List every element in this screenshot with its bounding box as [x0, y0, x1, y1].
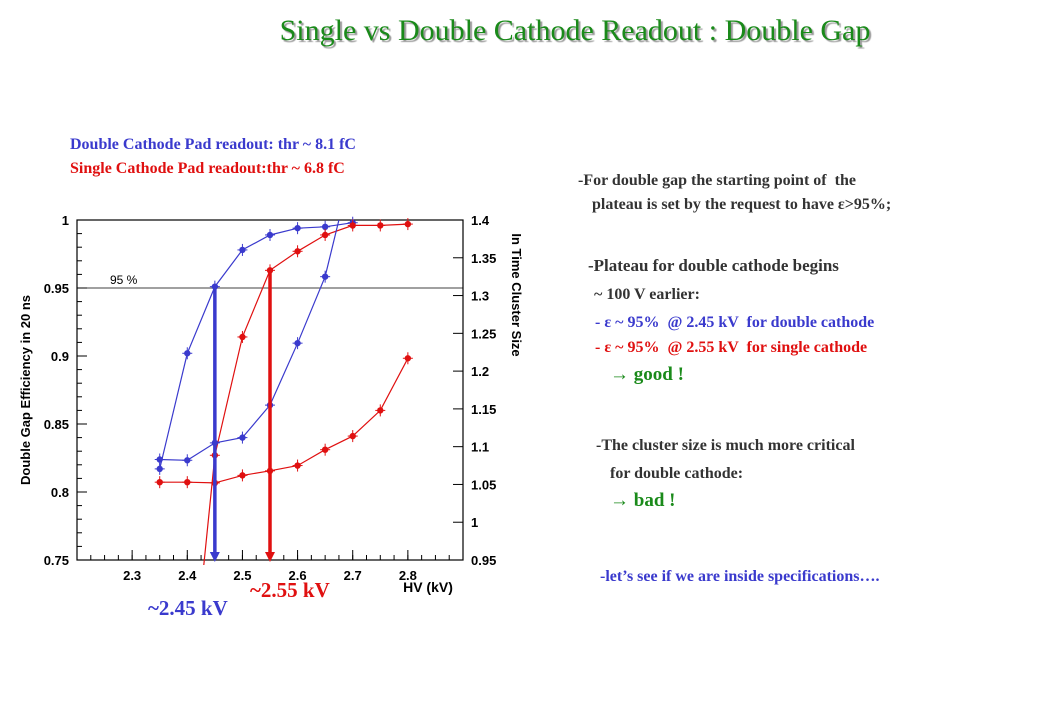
legend-single-cathode: Single Cathode Pad readout:thr ~ 6.8 fC: [70, 160, 345, 177]
y-right-tick-label: 1.4: [471, 213, 490, 228]
note-double-cathode-95: - ε ~ 95% @ 2.45 kV for double cathode: [595, 314, 875, 331]
slide-title: Single vs Double Cathode Readout : Doubl…: [279, 14, 871, 47]
data-point: [294, 248, 301, 255]
data-point: [239, 472, 246, 479]
series-line-3: [159, 358, 409, 484]
data-point: [239, 333, 246, 341]
data-point: [239, 434, 246, 441]
data-point: [321, 273, 329, 280]
data-point: [404, 220, 412, 228]
data-point: [156, 465, 163, 473]
y-left-tick-label: 0.8: [51, 485, 69, 500]
series-line-1: [203, 223, 408, 566]
marker-label-double: ~2.45 kV: [148, 596, 228, 620]
data-point: [377, 407, 384, 414]
x-axis-title: HV (kV): [403, 579, 453, 595]
data-point: [321, 223, 329, 230]
note-cluster-size-2: for double cathode:: [610, 465, 744, 482]
marker-label-single: ~2.55 kV: [250, 578, 330, 602]
data-point: [184, 350, 191, 357]
reference-line-label: 95 %: [110, 273, 138, 287]
data-point: [294, 224, 301, 232]
y-left-tick-label: 0.75: [44, 553, 69, 568]
note-plateau-1: -Plateau for double cathode begins: [588, 256, 839, 275]
series-line-0: [159, 222, 353, 470]
note-specifications: -let’s see if we are inside specificatio…: [600, 568, 880, 585]
data-point: [184, 457, 191, 464]
y-left-tick-label: 0.95: [44, 281, 69, 296]
series-line-2: [159, 219, 340, 461]
data-point: [321, 446, 329, 453]
y-right-tick-label: 1.3: [471, 289, 489, 304]
note-single-cathode-95: - ε ~ 95% @ 2.55 kV for single cathode: [595, 339, 868, 356]
x-tick-label: 2.6: [289, 568, 307, 583]
x-tick-label: 2.5: [233, 568, 251, 583]
vertical-marker-arrow-1: [265, 552, 275, 562]
data-point: [404, 355, 412, 362]
x-tick-label: 2.7: [344, 568, 362, 583]
data-point: [184, 478, 191, 486]
y-right-tick-label: 0.95: [471, 553, 496, 568]
data-point: [239, 246, 246, 254]
y-right-tick-label: 1.2: [471, 364, 489, 379]
x-tick-label: 2.3: [123, 568, 141, 583]
x-tick-label: 2.8: [399, 568, 417, 583]
note-starting-point-2: plateau is set by the request to have ε>…: [592, 196, 892, 213]
y-left-tick-label: 0.9: [51, 349, 69, 364]
y-right-tick-label: 1.15: [471, 402, 496, 417]
data-point: [156, 478, 163, 486]
y-right-tick-label: 1.35: [471, 251, 496, 266]
vertical-marker-arrow-0: [209, 552, 220, 562]
y-left-tick-label: 1: [62, 213, 69, 228]
y-right-axis-title: In Time Cluster Size: [509, 233, 524, 356]
y-right-tick-label: 1.05: [471, 477, 496, 492]
y-right-tick-label: 1.25: [471, 326, 496, 341]
note-plateau-2: ~ 100 V earlier:: [594, 286, 700, 303]
data-point: [377, 222, 384, 229]
note-good: → good !: [610, 364, 684, 385]
data-point: [349, 432, 356, 440]
note-bad: → bad !: [610, 490, 676, 511]
x-tick-label: 2.4: [178, 568, 197, 583]
data-point: [266, 231, 274, 239]
data-point: [294, 462, 301, 469]
legend-double-cathode: Double Cathode Pad readout: thr ~ 8.1 fC: [70, 136, 356, 153]
data-point: [321, 231, 329, 239]
data-point: [156, 456, 163, 463]
y-left-axis-title: Double Gap Efficiency in 20 ns: [18, 295, 33, 485]
y-left-tick-label: 0.85: [44, 417, 69, 432]
data-point: [294, 339, 301, 347]
y-right-tick-label: 1.1: [471, 440, 489, 455]
data-point: [349, 222, 356, 229]
y-right-tick-label: 1: [471, 515, 478, 530]
note-cluster-size-1: -The cluster size is much more critical: [596, 437, 855, 454]
note-starting-point-1: -For double gap the starting point of th…: [578, 172, 856, 189]
